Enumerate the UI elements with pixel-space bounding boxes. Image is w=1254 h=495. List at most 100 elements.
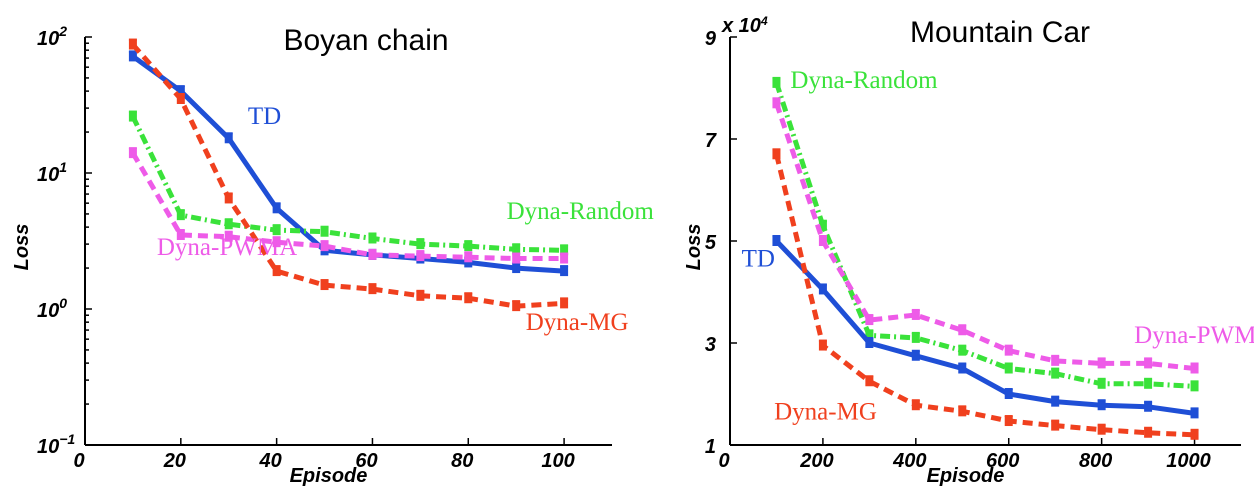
data-point — [464, 241, 473, 252]
y-tick-label: 102 — [37, 23, 67, 50]
data-point — [865, 315, 874, 326]
data-point — [958, 363, 967, 374]
data-point — [176, 210, 185, 221]
data-point — [416, 290, 425, 301]
y-tick-label: 1 — [705, 436, 716, 458]
y-tick-label: 10−1 — [37, 431, 75, 458]
data-point — [1144, 378, 1153, 389]
series-line-dyna-mg — [131, 42, 565, 309]
boyan-chart: 0 20 40 60 80 100 102 101 100 10−1 Boyan chain Epis… — [11, 23, 654, 487]
data-point — [772, 77, 781, 88]
data-point — [320, 280, 329, 291]
data-point — [1051, 420, 1060, 431]
data-point — [1097, 358, 1106, 369]
series-label-dyna-pwma: Dyna-PWMA — [1134, 322, 1254, 349]
mountain-chart: 0 200 400 600 800 1000 9 7 5 3 1 x 104 Mountain Car E… — [683, 14, 1254, 487]
data-point — [512, 244, 521, 255]
data-point — [1097, 424, 1106, 435]
chart-title: Boyan chain — [283, 24, 448, 57]
data-point — [128, 148, 137, 159]
data-point — [958, 325, 967, 336]
series-line-dyna-random — [774, 82, 1195, 389]
data-point — [1190, 363, 1199, 374]
data-point — [1097, 400, 1106, 411]
y-tick-label: 3 — [705, 334, 716, 356]
data-point — [368, 249, 377, 260]
data-point — [1004, 416, 1013, 427]
data-point — [818, 236, 827, 246]
data-point — [224, 193, 233, 204]
data-point — [560, 253, 569, 264]
x-tick-label: 200 — [799, 450, 833, 472]
data-point — [911, 400, 920, 411]
series-line-dyna-random — [130, 115, 565, 253]
data-point — [176, 230, 185, 241]
x-axis-label: Episode — [290, 465, 368, 487]
series-label-td: TD — [248, 103, 281, 130]
data-point — [1051, 396, 1060, 407]
x-tick-label: 600 — [986, 450, 1019, 472]
data-point — [1004, 345, 1013, 356]
data-point — [176, 94, 185, 105]
series-label-dyna-mg: Dyna-MG — [526, 309, 629, 336]
y-tick-label: 5 — [705, 232, 717, 254]
x-tick-label: 800 — [1079, 450, 1112, 472]
series-line-dyna-pwma — [774, 102, 1195, 371]
data-point — [464, 293, 473, 304]
data-point — [1051, 368, 1060, 379]
data-point — [128, 51, 137, 62]
data-point — [1190, 408, 1199, 419]
data-point — [1190, 429, 1199, 440]
data-point — [865, 338, 874, 348]
data-point — [560, 298, 569, 309]
series-line-dyna-pwma — [130, 151, 565, 261]
data-point — [368, 233, 377, 244]
y-multiplier: x 104 — [721, 14, 768, 37]
y-tick-label: 101 — [37, 159, 67, 186]
series-dyna-random — [772, 76, 1199, 392]
x-tick-label: 400 — [892, 450, 926, 472]
series-label-dyna-pwma: Dyna-PWMA — [157, 234, 297, 261]
data-point — [1144, 401, 1153, 412]
data-point — [224, 231, 233, 242]
data-point — [1144, 427, 1153, 438]
data-point — [818, 220, 827, 231]
data-point — [512, 301, 521, 312]
x-tick-label: 80 — [451, 450, 473, 472]
data-point — [560, 266, 569, 277]
data-point — [128, 39, 137, 50]
series-dyna-mg — [772, 148, 1199, 440]
data-point — [272, 266, 281, 277]
series-dyna-mg — [128, 38, 569, 312]
y-axis-label: Loss — [11, 224, 33, 271]
x-tick-label: 100 — [541, 450, 574, 472]
data-point — [865, 330, 874, 341]
data-point — [128, 111, 137, 122]
series-label-dyna-mg: Dyna-MG — [774, 399, 877, 426]
data-point — [772, 149, 781, 160]
data-point — [911, 309, 920, 320]
data-point — [1051, 355, 1060, 366]
data-point — [818, 340, 827, 351]
x-tick-label: 0 — [73, 450, 84, 472]
data-point — [416, 239, 425, 250]
series-dyna-pwma — [128, 147, 569, 264]
series-label-dyna-random: Dyna-Random — [790, 67, 938, 94]
data-point — [1144, 358, 1153, 369]
data-point — [911, 332, 920, 343]
series-line-td — [774, 239, 1195, 416]
data-point — [272, 203, 281, 214]
data-point — [911, 350, 920, 361]
data-point — [1097, 378, 1106, 389]
y-tick-label: 100 — [37, 295, 67, 322]
data-point — [865, 376, 874, 387]
x-tick-label: 0 — [718, 450, 729, 472]
x-tick-label: 60 — [355, 450, 377, 472]
y-axis-label: Loss — [683, 224, 705, 271]
data-point — [958, 345, 967, 356]
x-tick-label: 40 — [259, 450, 282, 472]
series-line-dyna-mg — [774, 153, 1195, 438]
data-point — [320, 241, 329, 252]
data-point — [1190, 381, 1199, 392]
